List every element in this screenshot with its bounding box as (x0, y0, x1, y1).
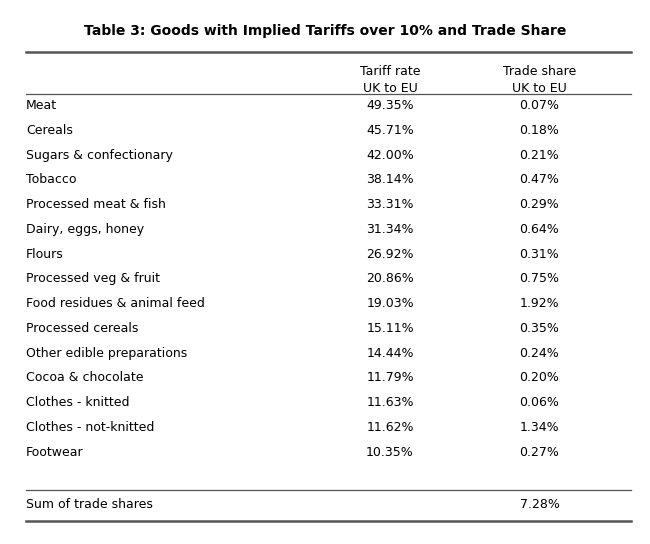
Text: Flours: Flours (26, 248, 64, 261)
Text: 49.35%: 49.35% (366, 99, 414, 112)
Text: 7.28%: 7.28% (519, 498, 560, 511)
Text: Clothes - not-knitted: Clothes - not-knitted (26, 421, 155, 434)
Text: Clothes - knitted: Clothes - knitted (26, 396, 129, 409)
Text: 1.92%: 1.92% (520, 297, 559, 310)
Text: 0.21%: 0.21% (519, 149, 560, 162)
Text: 0.27%: 0.27% (519, 446, 560, 459)
Text: 10.35%: 10.35% (366, 446, 414, 459)
Text: Footwear: Footwear (26, 446, 84, 459)
Text: Food residues & animal feed: Food residues & animal feed (26, 297, 205, 310)
Text: 31.34%: 31.34% (366, 223, 414, 236)
Text: 0.20%: 0.20% (519, 372, 560, 384)
Text: Trade share: Trade share (503, 65, 576, 78)
Text: UK to EU: UK to EU (512, 82, 567, 95)
Text: Sugars & confectionary: Sugars & confectionary (26, 149, 173, 162)
Text: 11.79%: 11.79% (366, 372, 414, 384)
Text: 38.14%: 38.14% (366, 174, 414, 186)
Text: Cocoa & chocolate: Cocoa & chocolate (26, 372, 144, 384)
Text: 0.75%: 0.75% (519, 273, 560, 285)
Text: UK to EU: UK to EU (363, 82, 417, 95)
Text: 0.06%: 0.06% (519, 396, 560, 409)
Text: Meat: Meat (26, 99, 57, 112)
Text: 0.24%: 0.24% (519, 347, 560, 360)
Text: Processed cereals: Processed cereals (26, 322, 138, 335)
Text: Dairy, eggs, honey: Dairy, eggs, honey (26, 223, 144, 236)
Text: Cereals: Cereals (26, 124, 73, 137)
Text: 0.07%: 0.07% (519, 99, 560, 112)
Text: 11.63%: 11.63% (366, 396, 414, 409)
Text: 0.31%: 0.31% (519, 248, 560, 261)
Text: 15.11%: 15.11% (366, 322, 414, 335)
Text: 0.64%: 0.64% (519, 223, 560, 236)
Text: Other edible preparations: Other edible preparations (26, 347, 187, 360)
Text: Processed veg & fruit: Processed veg & fruit (26, 273, 160, 285)
Text: Sum of trade shares: Sum of trade shares (26, 498, 153, 511)
Text: 0.18%: 0.18% (519, 124, 560, 137)
Text: 0.35%: 0.35% (519, 322, 560, 335)
Text: 0.47%: 0.47% (519, 174, 560, 186)
Text: Tariff rate: Tariff rate (359, 65, 421, 78)
Text: 11.62%: 11.62% (366, 421, 414, 434)
Text: 33.31%: 33.31% (366, 198, 414, 211)
Text: Processed meat & fish: Processed meat & fish (26, 198, 166, 211)
Text: 42.00%: 42.00% (366, 149, 414, 162)
Text: 45.71%: 45.71% (366, 124, 414, 137)
Text: Table 3: Goods with Implied Tariffs over 10% and Trade Share: Table 3: Goods with Implied Tariffs over… (84, 24, 566, 39)
Text: 19.03%: 19.03% (366, 297, 414, 310)
Text: 14.44%: 14.44% (366, 347, 414, 360)
Text: 1.34%: 1.34% (520, 421, 559, 434)
Text: Tobacco: Tobacco (26, 174, 77, 186)
Text: 0.29%: 0.29% (519, 198, 560, 211)
Text: 26.92%: 26.92% (366, 248, 414, 261)
Text: 20.86%: 20.86% (366, 273, 414, 285)
